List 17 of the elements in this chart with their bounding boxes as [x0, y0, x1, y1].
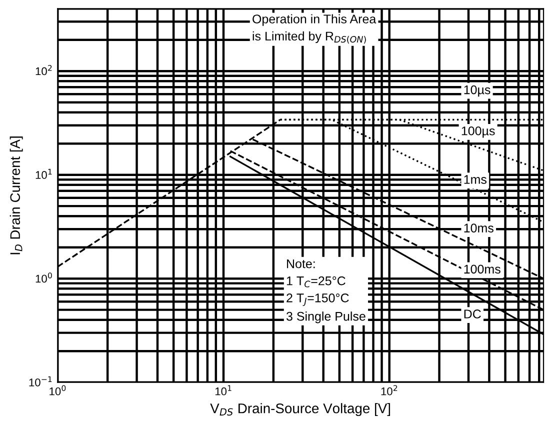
x-tick-label: 10$^{1}$: [215, 385, 232, 396]
annotation: Note: 1 T$_{C}$=25°C 2 T$_{J}$=150°C 3 Single Pulse: [286, 259, 366, 324]
y-tick-label: 10$^{−1}$: [29, 376, 52, 386]
y-tick-label: 10$^{0}$: [36, 272, 52, 283]
annotation: Operation in This Area is Limited by R$_{DS(ON)}$: [252, 14, 376, 44]
annotation: DC: [464, 310, 481, 318]
annotation: 100ms: [464, 264, 500, 274]
annotation: 1ms: [464, 175, 487, 184]
annotation: 10ms: [464, 224, 494, 232]
x-tick-label: 10$^{2}$: [381, 385, 398, 396]
annotation: 100µs: [462, 126, 495, 138]
y-tick-label: 10$^{1}$: [36, 168, 52, 179]
y-tick-label: 10$^{2}$: [36, 65, 52, 76]
x-tick-label: 10$^{0}$: [50, 385, 66, 396]
x-axis-title: V$_{DS}$ Drain-Source Voltage [V]: [210, 403, 390, 416]
y-axis-title: I$_{D}$ Drain Current [A]: [10, 136, 23, 254]
annotation: 10µs: [464, 85, 490, 97]
